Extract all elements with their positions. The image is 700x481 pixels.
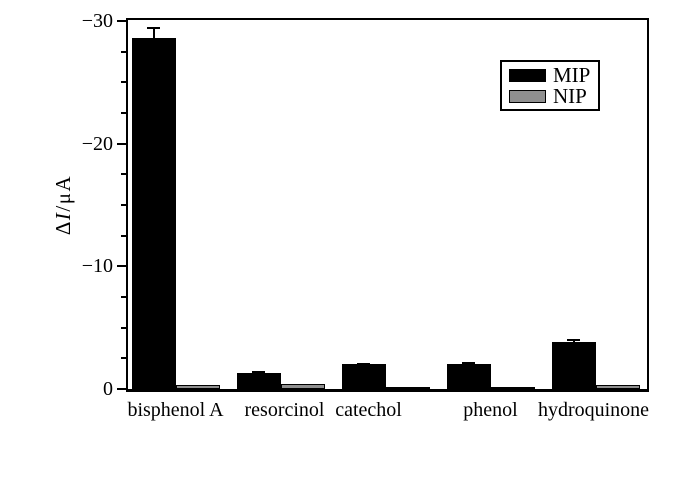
bar-nip-resorcinol (280, 384, 325, 389)
bar-mip-catechol (341, 364, 386, 389)
y-axis-minor-tick (121, 111, 126, 114)
bar-nip-hydroquinone (595, 385, 640, 389)
y-axis-minor-tick (121, 81, 126, 84)
bar-mip-phenol (446, 364, 491, 389)
y-axis-tick-label: −30 (81, 9, 113, 32)
y-axis-tick-label: 0 (103, 378, 113, 400)
bar-nip-phenol (490, 387, 535, 389)
error-bar-cap (567, 339, 580, 342)
y-axis-major-tick (117, 19, 126, 22)
legend: MIP NIP (500, 60, 601, 111)
bar-mip-hydroquinone (551, 342, 596, 389)
legend-label-nip: NIP (553, 84, 587, 108)
x-category-label-bisphenol-a: bisphenol A (127, 399, 224, 421)
y-axis-minor-tick (121, 357, 126, 360)
y-axis-label-quantity: I (51, 211, 75, 221)
y-axis-minor-tick (121, 295, 126, 298)
bar-mip-bisphenol-a (131, 38, 176, 389)
y-axis-tick-label: −10 (81, 255, 113, 278)
bar-nip-catechol (385, 387, 430, 389)
y-axis-label-delta: Δ (51, 220, 75, 236)
y-axis-minor-tick (121, 50, 126, 53)
legend-label-mip: MIP (553, 63, 591, 87)
x-category-label-resorcinol: resorcinol (244, 399, 325, 421)
error-bar-cap (462, 362, 475, 365)
bar-nip-bisphenol-a (175, 385, 220, 389)
bar-mip-resorcinol (236, 373, 281, 389)
y-axis-major-tick (117, 142, 126, 145)
error-bar-cap (357, 363, 370, 365)
y-axis-tick-label: −20 (81, 132, 113, 155)
x-category-label-hydroquinone: hydroquinone (537, 399, 650, 421)
x-category-label-catechol: catechol (335, 399, 402, 421)
y-axis-major-tick (117, 265, 126, 268)
error-bar-line (152, 27, 155, 39)
legend-item-mip: MIP (509, 63, 591, 87)
legend-swatch-mip (509, 68, 546, 82)
y-axis-label-separator: / (51, 204, 75, 212)
y-axis-minor-tick (121, 173, 126, 176)
x-category-label-phenol: phenol (463, 399, 518, 421)
y-axis-label-unit: μA (51, 174, 75, 205)
error-bar-cap (252, 371, 265, 374)
bars-layer (128, 20, 647, 389)
y-axis-minor-tick (121, 326, 126, 329)
y-axis-major-tick (117, 388, 126, 390)
error-bar-cap (147, 27, 160, 30)
y-axis-minor-tick (121, 203, 126, 206)
legend-swatch-nip (509, 89, 546, 103)
legend-item-nip: NIP (509, 84, 590, 108)
y-axis-minor-tick (121, 234, 126, 237)
